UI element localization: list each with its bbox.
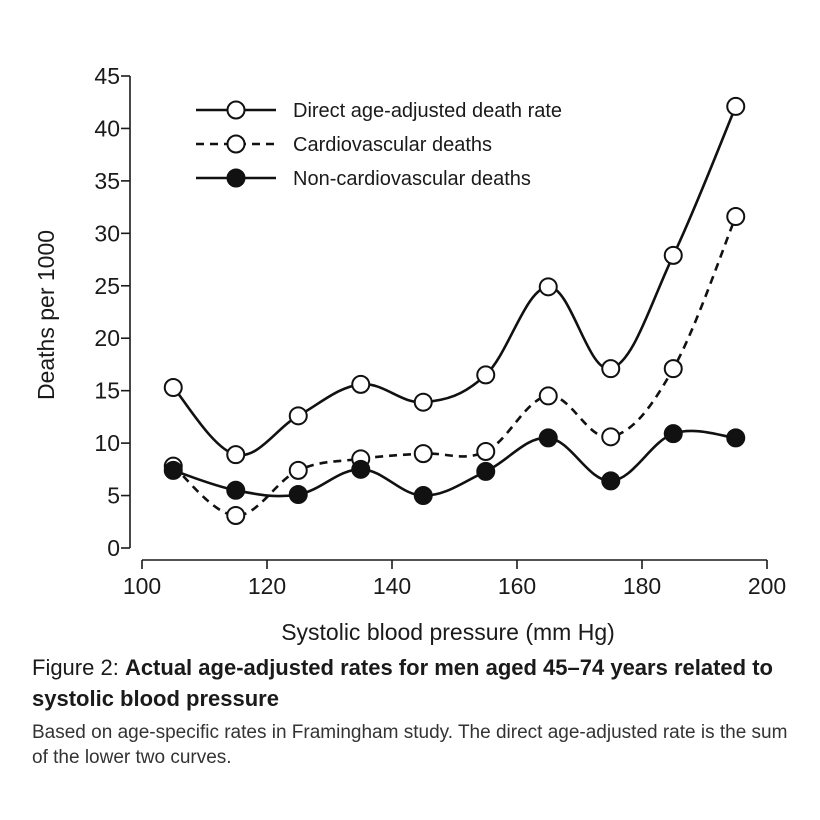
data-point-cardiovascular	[601, 427, 621, 447]
series-layer	[163, 96, 746, 525]
legend: Direct age-adjusted death rate Cardiovasc…	[196, 100, 562, 190]
figure-note: Based on age-specific rates in Framingha…	[32, 722, 788, 768]
data-point-direct-rate	[726, 96, 746, 116]
y-tick-label: 5	[107, 483, 120, 509]
x-tick-label: 200	[748, 573, 786, 599]
y-tick-label: 30	[94, 220, 120, 246]
data-point-direct-rate	[476, 365, 496, 385]
series-cardiovascular	[163, 207, 746, 525]
legend-label: Cardiovascular deaths	[293, 134, 492, 156]
data-point-non-cardiovascular	[163, 460, 183, 480]
data-point-cardiovascular	[663, 359, 683, 379]
figure-caption: Figure 2: Actual age-adjusted rates for …	[32, 652, 802, 770]
x-axis: 100 120 140 160 180 200	[123, 559, 786, 599]
data-point-non-cardiovascular	[288, 485, 308, 505]
data-point-direct-rate	[226, 445, 246, 465]
data-point-direct-rate	[413, 392, 433, 412]
chart: 0 5 10 15 20 25 30 35 40 45 100 120 140 160 180 200 De…	[33, 63, 786, 645]
data-point-direct-rate	[538, 277, 558, 297]
y-tick-label: 25	[94, 273, 120, 299]
series-non-cardiovascular	[163, 424, 746, 506]
data-point-direct-rate	[663, 245, 683, 265]
data-point-direct-rate	[163, 378, 183, 398]
legend-label: Direct age-adjusted death rate	[293, 100, 562, 122]
legend-marker	[226, 168, 246, 188]
legend-marker	[226, 134, 246, 154]
data-point-non-cardiovascular	[601, 471, 621, 491]
legend-item-cardiovascular: Cardiovascular deaths	[196, 134, 492, 156]
x-tick-label: 180	[623, 573, 661, 599]
y-tick-label: 15	[94, 378, 120, 404]
x-tick-label: 140	[373, 573, 411, 599]
y-tick-label: 10	[94, 430, 120, 456]
data-point-cardiovascular	[226, 505, 246, 525]
series-line-cardiovascular	[172, 216, 738, 517]
y-axis: 0 5 10 15 20 25 30 35 40 45	[94, 63, 131, 561]
data-point-cardiovascular	[413, 444, 433, 464]
x-tick-label: 160	[498, 573, 536, 599]
data-point-cardiovascular	[476, 442, 496, 462]
figure-title-text: Actual age-adjusted rates for men aged 4…	[32, 655, 773, 711]
y-tick-label: 0	[107, 535, 120, 561]
data-point-non-cardiovascular	[538, 428, 558, 448]
legend-marker	[226, 100, 246, 120]
y-tick-label: 20	[94, 325, 120, 351]
data-point-non-cardiovascular	[476, 461, 496, 481]
x-axis-label: Systolic blood pressure (mm Hg)	[281, 619, 615, 645]
x-tick-label: 100	[123, 573, 161, 599]
data-point-non-cardiovascular	[226, 480, 246, 500]
data-point-cardiovascular	[726, 207, 746, 227]
data-point-direct-rate	[601, 359, 621, 379]
data-point-non-cardiovascular	[726, 428, 746, 448]
legend-item-direct-rate: Direct age-adjusted death rate	[196, 100, 562, 122]
legend-label: Non-cardiovascular deaths	[293, 168, 531, 190]
y-tick-label: 45	[94, 63, 120, 89]
data-point-non-cardiovascular	[351, 459, 371, 479]
data-point-non-cardiovascular	[663, 424, 683, 444]
data-point-non-cardiovascular	[413, 486, 433, 506]
y-tick-label: 35	[94, 168, 120, 194]
data-point-cardiovascular	[288, 460, 308, 480]
x-tick-label: 120	[248, 573, 286, 599]
figure-label: Figure 2:	[32, 655, 125, 680]
y-tick-label: 40	[94, 115, 120, 141]
figure-title: Figure 2: Actual age-adjusted rates for …	[32, 652, 802, 714]
series-direct-rate	[163, 96, 746, 465]
series-line-non-cardiovascular	[172, 429, 736, 498]
data-point-direct-rate	[288, 406, 308, 426]
data-point-direct-rate	[351, 374, 371, 394]
data-point-cardiovascular	[538, 386, 558, 406]
legend-item-non-cardiovascular: Non-cardiovascular deaths	[196, 168, 531, 190]
y-axis-label: Deaths per 1000	[33, 230, 59, 400]
